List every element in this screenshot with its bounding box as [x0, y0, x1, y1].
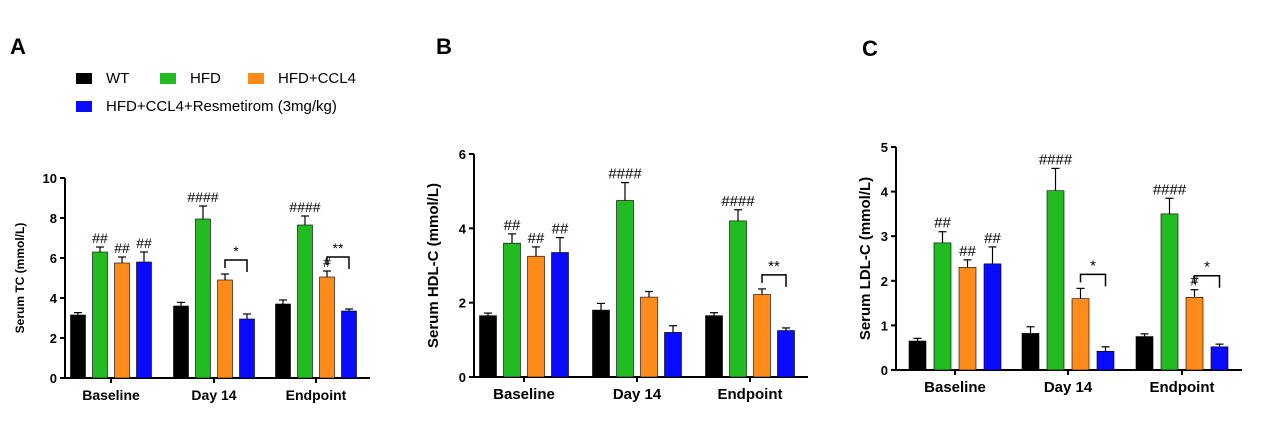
bracket-mark: ** [333, 240, 344, 256]
bar-hfd-ccl4 [1185, 297, 1204, 371]
y-tick-label: 8 [50, 211, 57, 226]
legend-swatch-hfd [160, 73, 176, 84]
legend-label-resmetirom: HFD+CCL4+Resmetirom (3mg/kg) [106, 98, 337, 115]
y-tick-label: 0 [50, 371, 57, 386]
significance-mark: ## [959, 243, 976, 260]
legend-item-wt: WT [76, 70, 129, 87]
bar-hfd [1160, 213, 1179, 371]
x-tick-label: Baseline [82, 387, 140, 403]
significance-bracket [224, 259, 248, 272]
y-tick-label: 2 [50, 331, 57, 346]
bar-wt [908, 340, 927, 371]
y-tick-label: 3 [881, 229, 888, 244]
significance-mark: ## [136, 235, 152, 251]
y-tick-label: 10 [43, 171, 57, 186]
legend-item-resmetirom: HFD+CCL4+Resmetirom (3mg/kg) [76, 98, 337, 115]
significance-mark: ## [114, 240, 130, 256]
y-tick-label: 1 [881, 318, 888, 333]
x-tick-label: Endpoint [718, 386, 783, 403]
legend-swatch-wt [76, 73, 92, 84]
significance-mark: ## [504, 217, 521, 234]
y-tick-label: 4 [459, 221, 467, 236]
legend-swatch-resmetirom [76, 101, 92, 112]
legend-item-hfd-ccl4: HFD+CCL4 [248, 70, 356, 87]
x-tick-label: Endpoint [286, 387, 347, 403]
bracket-mark: ** [768, 258, 780, 275]
bar-hfd [933, 242, 952, 371]
x-tick-label: Baseline [924, 379, 986, 396]
panel-label-b: B [436, 34, 452, 59]
significance-mark: #### [1153, 181, 1187, 198]
significance-mark: ## [552, 221, 569, 238]
y-axis-label: Serum LDL-C (mmol/L) [857, 177, 874, 340]
significance-bracket [1193, 274, 1221, 288]
bar-resmetirom [1096, 350, 1115, 371]
bracket-mark: * [1090, 257, 1096, 274]
bracket-mark: * [233, 243, 239, 259]
bar-wt [1021, 333, 1040, 371]
significance-mark: #### [187, 189, 218, 205]
significance-mark: #### [608, 166, 642, 183]
y-tick-label: 4 [50, 291, 58, 306]
x-tick-label: Day 14 [613, 386, 662, 403]
significance-bracket [326, 256, 350, 269]
bar-resmetirom [983, 263, 1002, 371]
legend: WT HFD HFD+CCL4 HFD+CCL4+Resmetirom (3mg… [76, 70, 416, 120]
bar-hfd-ccl4 [1071, 298, 1090, 371]
bracket-mark: * [1204, 259, 1210, 276]
y-tick-label: 6 [459, 147, 466, 162]
x-tick-label: Day 14 [191, 387, 236, 403]
y-axis-label: Serum TC (mmol/L) [13, 223, 27, 334]
significance-mark: #### [1039, 151, 1073, 168]
panel-label-c: C [862, 36, 878, 61]
significance-mark: ## [934, 215, 951, 232]
y-axis-label: Serum HDL-C (mmol/L) [425, 183, 442, 348]
significance-bracket [1079, 273, 1107, 287]
legend-swatch-hfd-ccl4 [248, 73, 264, 84]
significance-mark: ## [528, 230, 545, 247]
legend-label-hfd-ccl4: HFD+CCL4 [278, 70, 356, 87]
bar-hfd [1046, 190, 1065, 371]
y-tick-label: 0 [459, 370, 466, 385]
bar-hfd-ccl4 [958, 267, 977, 371]
y-tick-label: 2 [459, 296, 466, 311]
significance-mark: #### [721, 193, 755, 210]
significance-mark: ## [92, 230, 108, 246]
y-tick-label: 5 [881, 140, 888, 155]
significance-mark: ## [984, 230, 1001, 247]
y-tick-label: 4 [881, 185, 889, 200]
y-tick-label: 6 [50, 251, 57, 266]
legend-label-wt: WT [106, 70, 130, 87]
x-tick-label: Endpoint [1150, 379, 1215, 396]
significance-mark: #### [289, 199, 320, 215]
x-tick-label: Day 14 [1044, 379, 1093, 396]
y-tick-label: 2 [881, 274, 888, 289]
bar-wt [1135, 336, 1154, 371]
panel-label-a: A [10, 34, 26, 59]
significance-bracket [761, 274, 787, 287]
y-tick-label: 0 [881, 363, 888, 378]
legend-label-hfd: HFD [190, 70, 221, 87]
bar-resmetirom [1210, 346, 1229, 371]
x-tick-label: Baseline [493, 386, 555, 403]
legend-item-hfd: HFD [160, 70, 221, 87]
